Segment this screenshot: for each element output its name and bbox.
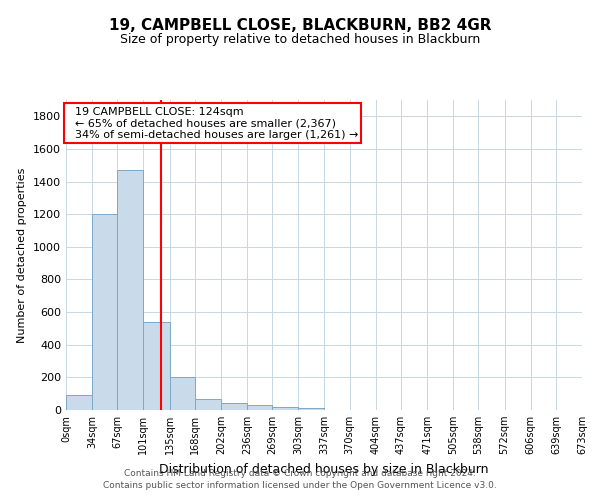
Bar	[118, 170, 143, 410]
Y-axis label: Number of detached properties: Number of detached properties	[17, 168, 28, 342]
Bar	[221, 404, 247, 410]
Text: Contains public sector information licensed under the Open Government Licence v3: Contains public sector information licen…	[103, 481, 497, 490]
Bar	[92, 214, 118, 410]
X-axis label: Distribution of detached houses by size in Blackburn: Distribution of detached houses by size …	[159, 462, 489, 475]
Text: Contains HM Land Registry data © Crown copyright and database right 2024.: Contains HM Land Registry data © Crown c…	[124, 468, 476, 477]
Text: Size of property relative to detached houses in Blackburn: Size of property relative to detached ho…	[120, 32, 480, 46]
Bar	[272, 406, 298, 410]
Bar	[298, 408, 325, 410]
Bar	[66, 396, 92, 410]
Bar	[170, 376, 195, 410]
Text: 19 CAMPBELL CLOSE: 124sqm
  ← 65% of detached houses are smaller (2,367)
  34% o: 19 CAMPBELL CLOSE: 124sqm ← 65% of detac…	[68, 106, 358, 140]
Bar	[143, 322, 170, 410]
Bar	[247, 405, 272, 410]
Bar	[195, 400, 221, 410]
Text: 19, CAMPBELL CLOSE, BLACKBURN, BB2 4GR: 19, CAMPBELL CLOSE, BLACKBURN, BB2 4GR	[109, 18, 491, 32]
